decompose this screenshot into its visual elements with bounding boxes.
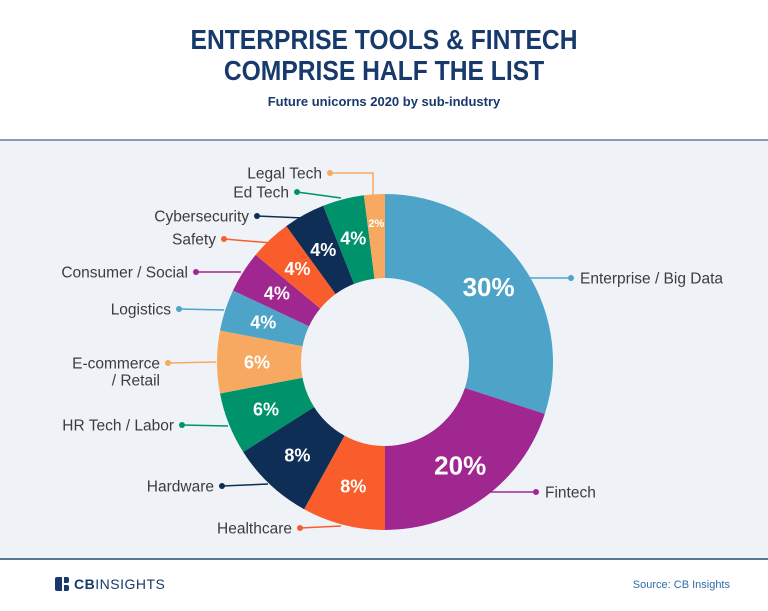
footer: CBINSIGHTS Source: CB Insights: [0, 560, 768, 611]
slice-percent-safety: 4%: [284, 259, 310, 279]
leader-line-cybersecurity: [256, 215, 304, 219]
leader-line-ed-tech: [296, 191, 342, 199]
leader-line-hr-tech-labor: [181, 424, 229, 427]
slice-safety: [255, 226, 336, 309]
slice-healthcare: [304, 435, 385, 530]
slice-cybersecurity: [286, 205, 355, 294]
slice-hardware: [243, 407, 345, 510]
slice-percent-healthcare: 8%: [340, 476, 366, 496]
slice-e-commerce-retail: [217, 330, 303, 394]
slice-label-enterprise-big-data: Enterprise / Big Data: [580, 270, 723, 287]
slice-legal-tech: [363, 193, 385, 279]
leader-dot-ed-tech: [294, 189, 300, 195]
source-credit: Source: CB Insights: [632, 579, 730, 591]
slice-percent-consumer-social: 4%: [264, 284, 290, 304]
slice-label-fintech: Fintech: [545, 484, 596, 501]
leader-dot-enterprise-big-data: [568, 275, 574, 281]
leader-line-legal-tech: [330, 172, 374, 196]
slice-label-cybersecurity: Cybersecurity: [154, 208, 249, 225]
slice-percent-logistics: 4%: [250, 313, 276, 333]
slice-label-legal-tech: Legal Tech: [247, 165, 322, 182]
title-line2: COMPRISE HALF THE LIST: [223, 55, 545, 86]
header: ENTERPRISE TOOLS & FINTECH COMPRISE HALF …: [0, 0, 768, 138]
leader-line-e-commerce-retail: [167, 361, 217, 364]
slice-label-healthcare: Healthcare: [217, 520, 292, 537]
slice-label-e-commerce-retail-line2: / Retail: [112, 372, 160, 389]
leader-dot-consumer-social: [193, 269, 199, 275]
slice-label-ed-tech: Ed Tech: [233, 184, 289, 201]
chart-title: ENTERPRISE TOOLS & FINTECH COMPRISE HALF …: [46, 24, 722, 86]
slice-percent-e-commerce-retail: 6%: [244, 352, 270, 372]
slice-ed-tech: [323, 195, 375, 284]
leader-line-safety: [223, 238, 273, 244]
slice-percent-hardware: 8%: [284, 446, 310, 466]
slice-percent-legal-tech: 2%: [368, 218, 384, 230]
slice-enterprise-big-data: [385, 194, 554, 414]
chart-subtitle: Future unicorns 2020 by sub-industry: [267, 94, 501, 109]
slice-percent-cybersecurity: 4%: [310, 240, 336, 260]
slice-label-e-commerce-retail-line1: E-commerce: [72, 355, 160, 372]
cbinsights-logo-icon: [55, 577, 69, 591]
slice-percent-hr-tech-labor: 6%: [253, 399, 279, 419]
slice-label-consumer-social: Consumer / Social: [61, 264, 188, 281]
slice-label-hardware: Hardware: [147, 478, 214, 495]
leader-dot-hardware: [219, 483, 225, 489]
slice-percent-enterprise-big-data: 30%: [463, 272, 515, 302]
slice-label-safety: Safety: [172, 231, 216, 248]
leader-line-healthcare: [299, 525, 342, 529]
slice-percent-fintech: 20%: [434, 451, 486, 481]
leader-dot-legal-tech: [327, 170, 333, 176]
slice-hr-tech-labor: [220, 377, 315, 452]
cbinsights-logo: CBINSIGHTS: [55, 576, 165, 592]
donut-chart: 30% Enterprise / Big Data 20% Fintech 8% Heal…: [61, 165, 723, 537]
slice-consumer-social: [233, 254, 321, 327]
leader-dot-e-commerce-retail: [165, 360, 171, 366]
slice-fintech: [385, 388, 545, 530]
leader-line-hardware: [221, 483, 269, 487]
slice-label-hr-tech-labor: HR Tech / Labor: [62, 417, 174, 434]
leader-dot-healthcare: [297, 525, 303, 531]
slice-label-logistics: Logistics: [111, 301, 172, 318]
title-line1: ENTERPRISE TOOLS & FINTECH: [190, 24, 578, 55]
leader-dot-cybersecurity: [254, 213, 260, 219]
cbinsights-logo-text: CBINSIGHTS: [74, 576, 165, 592]
logo-insights: INSIGHTS: [95, 576, 166, 592]
chart-panel: 30% Enterprise / Big Data 20% Fintech 8% Heal…: [0, 139, 768, 560]
leader-dot-fintech: [533, 489, 539, 495]
leader-dot-logistics: [176, 306, 182, 312]
slice-percent-ed-tech: 4%: [340, 228, 366, 248]
leader-line-logistics: [178, 308, 225, 311]
leader-dot-safety: [221, 236, 227, 242]
logo-cb: CB: [74, 576, 96, 592]
slice-logistics: [220, 290, 309, 347]
leader-dot-hr-tech-labor: [179, 422, 185, 428]
